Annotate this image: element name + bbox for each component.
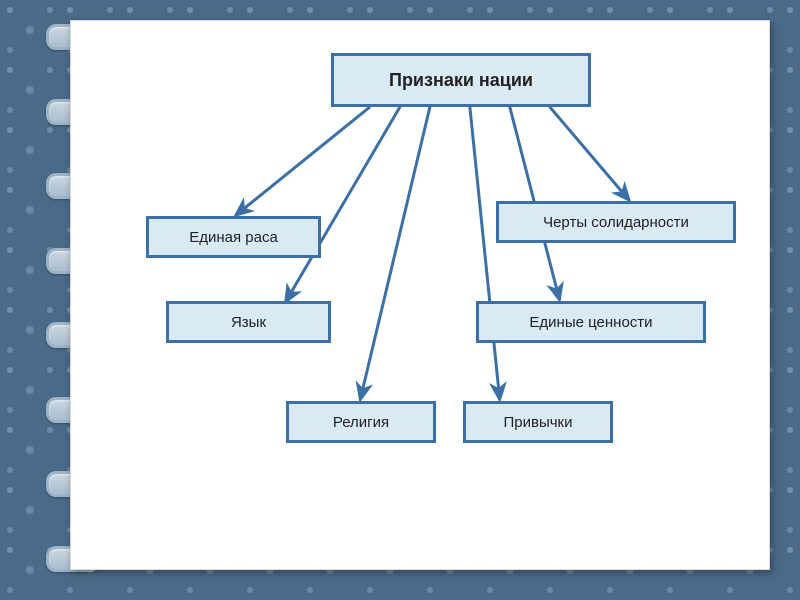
node-label: Признаки нации (389, 70, 533, 91)
child-node-habits: Привычки (463, 401, 613, 443)
arrow (550, 107, 630, 201)
child-node-lang: Язык (166, 301, 331, 343)
arrow (470, 107, 500, 400)
child-node-values: Единые ценности (476, 301, 706, 343)
arrow (360, 107, 430, 400)
child-node-race: Единая раса (146, 216, 321, 258)
node-label: Единая раса (189, 229, 278, 246)
arrow (285, 107, 400, 302)
node-label: Язык (231, 314, 266, 331)
node-label: Черты солидарности (543, 214, 689, 231)
node-label: Единые ценности (529, 314, 652, 331)
page-surface: Признаки нации Единая раса Язык Религия Прив… (70, 20, 770, 570)
child-node-solidarity: Черты солидарности (496, 201, 736, 243)
node-label: Религия (333, 414, 389, 431)
root-node: Признаки нации (331, 53, 591, 107)
slide-frame: Признаки нации Единая раса Язык Религия Прив… (0, 0, 800, 600)
child-node-religion: Религия (286, 401, 436, 443)
arrow (236, 107, 371, 216)
node-label: Привычки (503, 414, 572, 431)
